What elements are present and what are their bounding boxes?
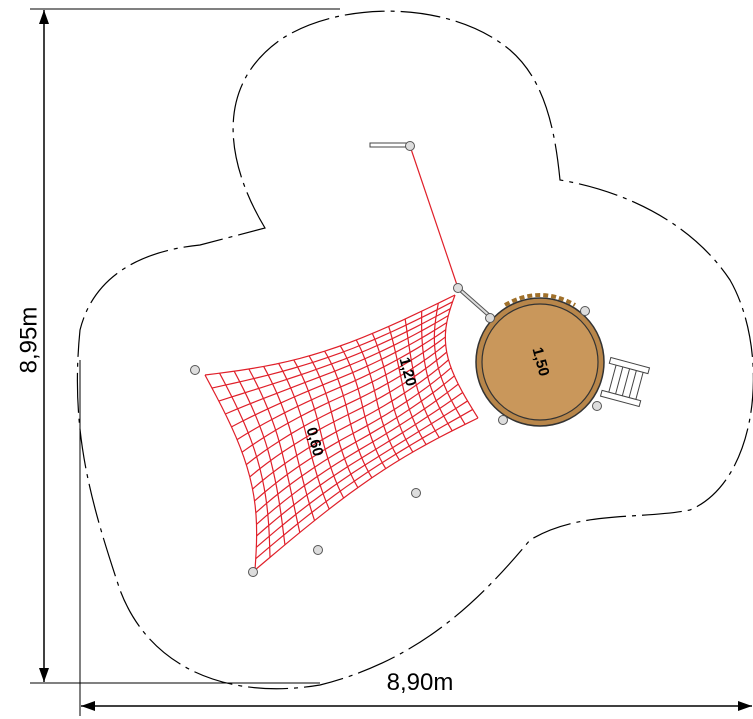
- connector-inner: [457, 287, 493, 319]
- net-rope: [219, 372, 271, 558]
- width-label: 8,90m: [387, 669, 454, 696]
- post: [592, 401, 602, 411]
- safety-zone: [76, 10, 753, 690]
- height-label: 8,95m: [15, 307, 42, 374]
- platform-height: 1,50: [529, 346, 553, 379]
- net-rope: [255, 408, 473, 560]
- net-rope: [255, 400, 468, 548]
- net-rope: [225, 315, 449, 415]
- net-rope: [371, 333, 414, 453]
- net-rope: [252, 359, 449, 490]
- net-rope: [241, 336, 446, 453]
- net-rope: [248, 368, 301, 533]
- net-rope: [245, 344, 447, 466]
- net-rope: [255, 375, 455, 514]
- ladder: [599, 356, 651, 408]
- climbing-net: [204, 294, 479, 571]
- post: [313, 545, 323, 555]
- post: [485, 313, 495, 323]
- post: [411, 488, 421, 498]
- net-rope: [204, 294, 456, 376]
- net-rope: [249, 351, 448, 478]
- net-rope: [256, 383, 459, 525]
- net-rope: [444, 294, 479, 419]
- post: [580, 306, 590, 316]
- post: [190, 365, 200, 375]
- post: [248, 567, 258, 577]
- post: [453, 283, 463, 293]
- rope: [409, 145, 459, 289]
- net-low-height: 0,60: [303, 426, 327, 459]
- net-rope: [254, 417, 479, 571]
- platform-top: [481, 303, 599, 421]
- net-rope: [254, 367, 452, 502]
- anchor-posts: [190, 141, 602, 577]
- pole: [369, 142, 411, 148]
- post: [405, 141, 415, 151]
- net-rope: [218, 308, 451, 402]
- net-high-height: 1,20: [396, 356, 420, 389]
- net-rope: [211, 301, 453, 389]
- roof-edge: [504, 293, 576, 307]
- net-rope: [231, 322, 448, 428]
- post: [498, 415, 508, 425]
- net-rope: [256, 392, 464, 537]
- net-rope: [236, 329, 447, 441]
